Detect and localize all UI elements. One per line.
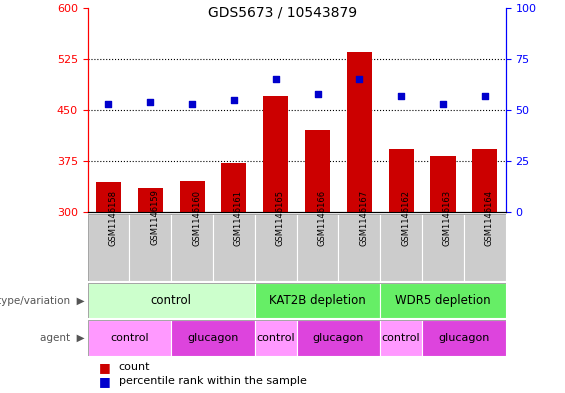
- Point: [188, 101, 197, 107]
- Text: count: count: [119, 362, 150, 372]
- Point: [313, 90, 322, 97]
- Text: glucagon: glucagon: [313, 333, 364, 343]
- Text: KAT2B depletion: KAT2B depletion: [269, 294, 366, 307]
- Bar: [138, 188, 163, 212]
- Bar: [347, 52, 372, 212]
- Bar: [180, 181, 205, 212]
- Point: [480, 93, 489, 99]
- Bar: [305, 130, 330, 212]
- Bar: [88, 320, 171, 356]
- Text: GSM1146158: GSM1146158: [108, 189, 118, 246]
- Bar: [221, 163, 246, 212]
- Bar: [88, 283, 255, 318]
- Bar: [464, 214, 506, 281]
- Text: glucagon: glucagon: [188, 333, 238, 343]
- Point: [104, 101, 113, 107]
- Text: GSM1146159: GSM1146159: [150, 189, 159, 246]
- Bar: [255, 214, 297, 281]
- Bar: [96, 182, 121, 212]
- Text: ■: ■: [99, 375, 111, 388]
- Text: GSM1146166: GSM1146166: [318, 189, 327, 246]
- Bar: [380, 214, 422, 281]
- Bar: [255, 320, 297, 356]
- Point: [438, 101, 447, 107]
- Text: GSM1146167: GSM1146167: [359, 189, 368, 246]
- Bar: [472, 149, 497, 212]
- Bar: [389, 149, 414, 212]
- Point: [355, 76, 364, 83]
- Text: control: control: [257, 333, 295, 343]
- Text: control: control: [110, 333, 149, 343]
- Bar: [297, 214, 338, 281]
- Bar: [380, 320, 422, 356]
- Point: [271, 76, 280, 83]
- Text: genotype/variation  ▶: genotype/variation ▶: [0, 296, 85, 306]
- Bar: [213, 214, 255, 281]
- Bar: [338, 214, 380, 281]
- Text: GSM1146164: GSM1146164: [485, 189, 494, 246]
- Point: [229, 97, 238, 103]
- Text: GSM1146160: GSM1146160: [192, 189, 201, 246]
- Text: glucagon: glucagon: [438, 333, 489, 343]
- Text: percentile rank within the sample: percentile rank within the sample: [119, 376, 307, 386]
- Text: GSM1146162: GSM1146162: [401, 189, 410, 246]
- Text: WDR5 depletion: WDR5 depletion: [395, 294, 491, 307]
- Bar: [88, 214, 129, 281]
- Text: GDS5673 / 10543879: GDS5673 / 10543879: [208, 6, 357, 20]
- Text: agent  ▶: agent ▶: [40, 333, 85, 343]
- Bar: [422, 214, 464, 281]
- Point: [397, 93, 406, 99]
- Bar: [171, 214, 213, 281]
- Text: GSM1146163: GSM1146163: [443, 189, 452, 246]
- Text: control: control: [382, 333, 420, 343]
- Text: ■: ■: [99, 360, 111, 374]
- Point: [146, 99, 155, 105]
- Text: control: control: [151, 294, 192, 307]
- Text: GSM1146161: GSM1146161: [234, 189, 243, 246]
- Bar: [255, 283, 380, 318]
- Bar: [297, 320, 380, 356]
- Bar: [129, 214, 171, 281]
- Bar: [422, 320, 506, 356]
- Bar: [263, 96, 288, 212]
- Bar: [380, 283, 506, 318]
- Text: GSM1146165: GSM1146165: [276, 189, 285, 246]
- Bar: [431, 156, 455, 212]
- Bar: [171, 320, 255, 356]
